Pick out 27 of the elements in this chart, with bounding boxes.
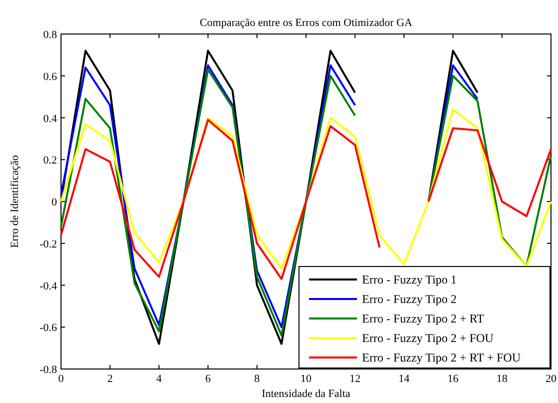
x-tick-label: 4 [156,373,162,385]
legend-label: Erro - Fuzzy Tipo 1 [362,272,457,286]
x-tick-label: 2 [107,373,113,385]
y-tick-label: 0.2 [43,154,57,167]
legend-label: Erro - Fuzzy Tipo 2 + FOU [362,331,494,345]
x-tick-label: 14 [398,373,410,385]
y-axis-title: Erro de Identificação [9,154,21,248]
legend-label: Erro - Fuzzy Tipo 2 + RT + FOU [362,350,521,364]
x-tick-label: 20 [546,373,557,385]
x-tick-label: 8 [254,373,260,385]
y-tick-label: 0.6 [43,70,58,83]
x-tick-label: 18 [496,373,508,385]
x-axis-title: Intensidade da Falta [262,388,350,400]
x-tick-label: 10 [300,373,312,385]
y-tick-label: 0.8 [43,29,58,41]
x-tick-label: 16 [448,373,459,385]
x-tick-label: 6 [205,373,212,385]
y-tick-label: -0.6 [40,322,58,334]
y-tick-label: 0 [52,196,58,208]
chart-title: Comparação entre os Erros com Otimizador GA [200,17,412,29]
y-tick-label: -0.2 [40,238,57,250]
y-tick-label: -0.4 [40,280,58,292]
y-tick-label: 0.4 [43,112,58,125]
y-tick-label: -0.8 [40,364,58,376]
legend-label: Erro - Fuzzy Tipo 2 [362,292,457,306]
legend-label: Erro - Fuzzy Tipo 2 + RT [362,312,485,326]
x-tick-label: 12 [350,373,360,385]
